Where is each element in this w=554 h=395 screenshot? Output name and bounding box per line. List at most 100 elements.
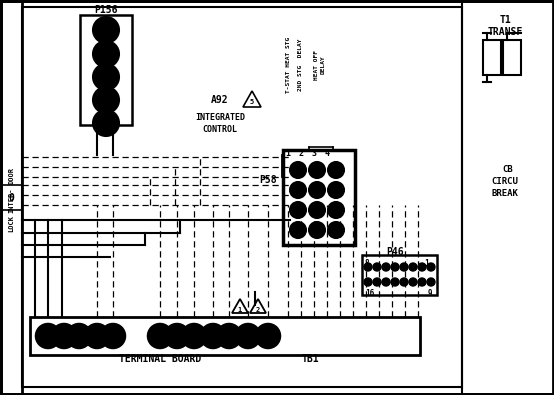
Circle shape — [364, 263, 372, 271]
Text: 1: 1 — [238, 307, 242, 313]
Circle shape — [409, 278, 417, 286]
Circle shape — [201, 324, 225, 348]
Text: 0: 0 — [8, 193, 14, 203]
Text: 5: 5 — [315, 186, 320, 194]
Text: INTEGRATED: INTEGRATED — [195, 113, 245, 122]
Text: 2: 2 — [103, 95, 109, 105]
Text: TERMINAL BOARD: TERMINAL BOARD — [119, 354, 201, 364]
Text: T1: T1 — [499, 15, 511, 25]
Bar — [503, 40, 521, 75]
Text: CIRCU: CIRCU — [491, 177, 519, 186]
Text: M: M — [211, 331, 216, 340]
Text: LOCK: LOCK — [8, 214, 14, 231]
Circle shape — [418, 263, 426, 271]
Text: Y1: Y1 — [109, 331, 117, 340]
Bar — [295, 155, 306, 177]
Text: W2: W2 — [59, 331, 69, 340]
Circle shape — [427, 278, 435, 286]
Circle shape — [391, 278, 399, 286]
Text: 1: 1 — [192, 331, 196, 340]
Text: 0: 0 — [334, 226, 338, 235]
Bar — [362, 255, 437, 295]
Text: TB1: TB1 — [301, 354, 319, 364]
Text: 1: 1 — [285, 149, 290, 158]
Circle shape — [409, 263, 417, 271]
Circle shape — [93, 41, 119, 67]
Circle shape — [101, 324, 125, 348]
Text: 2: 2 — [295, 226, 300, 235]
Circle shape — [93, 64, 119, 90]
Circle shape — [93, 17, 119, 43]
Text: BREAK: BREAK — [491, 190, 519, 199]
Text: 1: 1 — [103, 118, 109, 128]
Circle shape — [328, 182, 344, 198]
Bar — [30, 317, 420, 355]
Text: CB: CB — [502, 166, 514, 175]
Circle shape — [373, 278, 381, 286]
Circle shape — [93, 87, 119, 113]
Circle shape — [148, 324, 172, 348]
Text: C: C — [158, 331, 162, 340]
Text: 2ND STG  DELAY: 2ND STG DELAY — [299, 39, 304, 91]
Text: A92: A92 — [211, 95, 229, 105]
Circle shape — [364, 278, 372, 286]
Circle shape — [85, 324, 109, 348]
Text: W1: W1 — [43, 331, 53, 340]
Text: 8: 8 — [365, 260, 370, 269]
Circle shape — [256, 324, 280, 348]
Text: P46: P46 — [386, 247, 404, 257]
Circle shape — [67, 324, 91, 348]
Circle shape — [309, 162, 325, 178]
Text: TRANSF: TRANSF — [488, 27, 522, 37]
Text: 2: 2 — [256, 307, 260, 313]
Text: P58: P58 — [259, 175, 277, 185]
Text: 7: 7 — [334, 205, 338, 214]
Text: DOOR: DOOR — [8, 167, 14, 184]
Circle shape — [400, 278, 408, 286]
Bar — [282, 155, 293, 177]
Circle shape — [217, 324, 241, 348]
Text: 5: 5 — [250, 99, 254, 105]
Circle shape — [382, 263, 390, 271]
Bar — [308, 155, 319, 177]
Circle shape — [328, 162, 344, 178]
Text: D: D — [245, 331, 250, 340]
Text: 4: 4 — [103, 49, 109, 59]
Circle shape — [236, 324, 260, 348]
Text: 1: 1 — [334, 166, 338, 175]
Text: 4: 4 — [325, 149, 330, 158]
Text: DELAY: DELAY — [321, 56, 326, 74]
Text: 5: 5 — [103, 25, 109, 35]
Bar — [483, 40, 501, 75]
Text: Y2: Y2 — [93, 331, 101, 340]
Text: L: L — [227, 331, 232, 340]
Bar — [1, 185, 22, 210]
Text: 3: 3 — [295, 166, 300, 175]
Text: 1: 1 — [315, 226, 320, 235]
Text: P156: P156 — [94, 5, 118, 15]
Circle shape — [309, 182, 325, 198]
Text: 3: 3 — [103, 72, 109, 82]
Circle shape — [328, 222, 344, 238]
Circle shape — [391, 263, 399, 271]
Circle shape — [93, 110, 119, 136]
Bar — [80, 15, 132, 125]
Circle shape — [165, 324, 189, 348]
Text: 4: 4 — [334, 186, 338, 194]
Circle shape — [328, 202, 344, 218]
Text: 6: 6 — [295, 186, 300, 194]
Circle shape — [290, 202, 306, 218]
Text: 8: 8 — [315, 205, 320, 214]
Text: DS: DS — [263, 331, 273, 340]
Circle shape — [290, 182, 306, 198]
Text: 1: 1 — [425, 260, 429, 269]
Circle shape — [382, 278, 390, 286]
Text: T-STAT HEAT STG: T-STAT HEAT STG — [285, 37, 290, 93]
Circle shape — [309, 202, 325, 218]
Circle shape — [309, 222, 325, 238]
Bar — [283, 150, 355, 245]
Text: CONTROL: CONTROL — [203, 126, 238, 135]
Text: R: R — [175, 331, 179, 340]
Circle shape — [290, 222, 306, 238]
Text: 3: 3 — [311, 149, 316, 158]
